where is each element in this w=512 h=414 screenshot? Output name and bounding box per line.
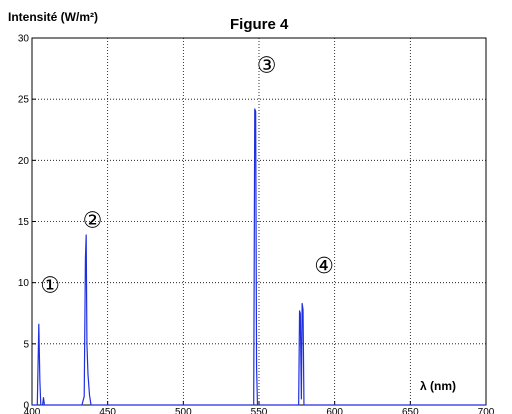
series-group: [32, 108, 486, 406]
x-tick-label: 700: [478, 407, 495, 414]
spectrum-line: [32, 108, 486, 406]
peak-annotation: ①: [40, 273, 60, 298]
x-tick-label: 550: [251, 407, 268, 414]
y-tick-label: 10: [18, 278, 30, 289]
x-tick-label: 500: [175, 407, 192, 414]
grid: [32, 38, 486, 405]
ticks: 400 450 500 550 600 650 700 0 5 10 15 20 25 30: [18, 34, 495, 414]
peak-annotation: ④: [314, 254, 334, 279]
annotations-group: ① ② ③ ④: [40, 53, 334, 298]
y-tick-label: 0: [23, 401, 29, 412]
peak-annotation: ②: [83, 209, 103, 234]
x-tick-label: 400: [24, 407, 41, 414]
x-tick-label: 650: [402, 407, 419, 414]
y-tick-label: 15: [18, 217, 30, 228]
y-tick-label: 30: [18, 34, 30, 45]
x-tick-label: 600: [326, 407, 343, 414]
y-tick-label: 5: [23, 339, 29, 350]
y-tick-label: 20: [18, 156, 30, 167]
x-axis-label: λ (nm): [420, 379, 456, 393]
peak-annotation: ③: [257, 53, 277, 78]
y-axis-label: Intensité (W/m²): [8, 10, 98, 24]
x-tick-label: 450: [99, 407, 116, 414]
chart-title: Figure 4: [230, 16, 289, 33]
y-tick-label: 25: [18, 95, 30, 106]
